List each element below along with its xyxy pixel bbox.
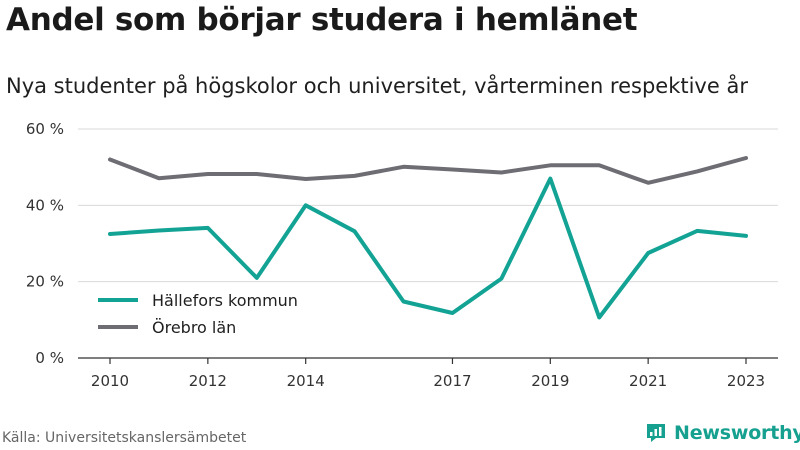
brand-name: Newsworthy [674,422,800,444]
x-tick-label: 2014 [287,372,325,390]
gridlines [78,128,778,283]
x-tick-label: 2010 [91,372,129,390]
series-line-hallefors [108,176,748,320]
x-tick-label: 2019 [531,372,569,390]
y-tick-label: 60 % [26,120,64,138]
series-line-orebro [108,156,748,185]
y-tick-label: 0 % [35,349,64,367]
legend-label: Örebro län [152,318,236,337]
source-note: Källa: Universitetskanslersämbetet [2,430,247,446]
brand-logo: Newsworthy [644,421,800,445]
x-tick-label: 2017 [433,372,471,390]
x-axis: 2010 2012 2014 2017 2019 2021 2023 [78,357,778,390]
chart-title: Andel som börjar studera i hemlänet [6,2,638,38]
y-tick-label: 40 % [26,196,64,214]
x-tick-label: 2023 [727,372,765,390]
series-lines [108,156,748,320]
legend-label: Hällefors kommun [152,291,298,310]
y-axis: 0 % 20 % 40 % 60 % [26,120,64,367]
chart-subtitle: Nya studenter på högskolor och universit… [6,74,748,98]
y-tick-label: 20 % [26,273,64,291]
x-tick-label: 2012 [189,372,227,390]
legend: Hällefors kommun Örebro län [98,291,298,337]
x-tick-label: 2021 [629,372,667,390]
newsworthy-logo-icon [647,424,665,442]
